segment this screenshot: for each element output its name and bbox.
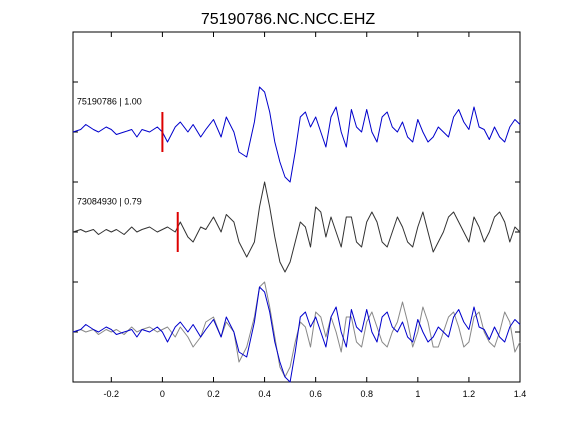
x-tick-label: 0 (160, 389, 165, 399)
chart-title: 75190786.NC.NCC.EHZ (201, 11, 376, 28)
x-tick-label: 1.4 (514, 389, 527, 399)
trace-label: 75190786 | 1.00 (77, 97, 142, 107)
waveform-trace-2 (72, 281, 521, 378)
x-tick-label: 0.8 (360, 389, 373, 399)
x-axis: -0.2 0 0.2 0.4 0.6 0.8 1 1.2 1.4 (104, 32, 527, 399)
x-tick-label: 1 (415, 389, 420, 399)
plot-frame (72, 31, 521, 383)
trace-labels: 75190786 | 1.00 73084930 | 0.79 (77, 97, 142, 207)
trace-label: 73084930 | 0.79 (77, 197, 142, 207)
waveform-trace-3 (72, 286, 521, 383)
x-tick-label: 0.2 (207, 389, 220, 399)
pick-markers (161, 112, 179, 252)
x-tick-label: 0.6 (309, 389, 322, 399)
x-tick-label: -0.2 (104, 389, 120, 399)
x-tick-label: 0.4 (258, 389, 271, 399)
x-tick-label: 1.2 (463, 389, 476, 399)
waveform-trace-0 (72, 86, 521, 183)
waveform-trace-1 (72, 181, 521, 273)
waveform-traces (72, 86, 521, 383)
